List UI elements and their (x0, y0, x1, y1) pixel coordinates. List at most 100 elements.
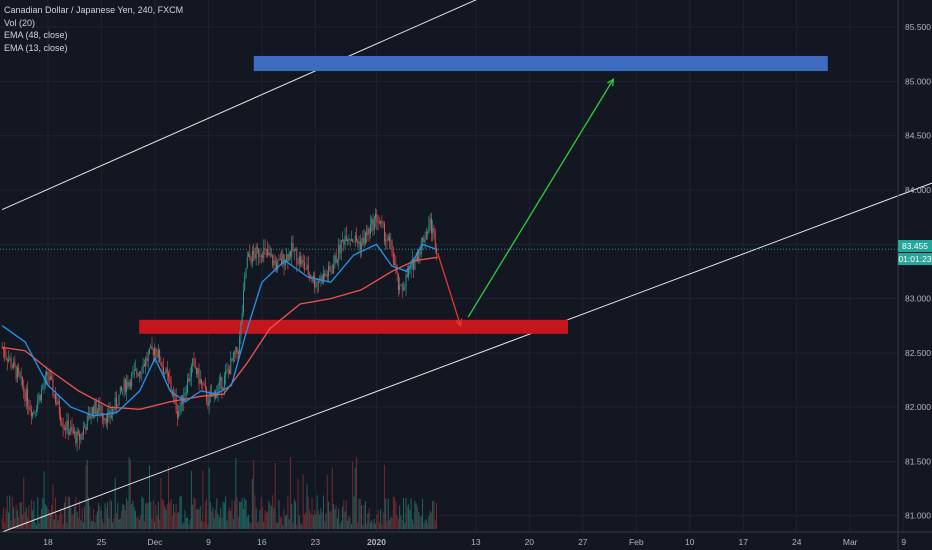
candle (401, 282, 403, 299)
volume-bar (71, 514, 73, 529)
candle (432, 220, 434, 242)
candle-body (245, 268, 247, 278)
candle (241, 305, 243, 325)
candle-body (18, 367, 20, 373)
candle-body (422, 238, 423, 241)
candle (291, 235, 293, 266)
volume-bar (358, 498, 360, 529)
volume-bar (319, 514, 321, 529)
volume-bar (169, 502, 171, 529)
candle-body (408, 269, 410, 278)
candle (118, 394, 120, 406)
candle-body (366, 232, 368, 236)
volume-bar (409, 509, 411, 529)
volume-bar (74, 506, 76, 529)
candle (176, 403, 178, 427)
volume-bar (140, 515, 142, 529)
candle-body (192, 358, 194, 366)
volume-bar (418, 511, 420, 529)
volume-bar (123, 505, 125, 529)
candle-body (62, 424, 64, 429)
candle-body (415, 254, 417, 261)
candle-body (311, 278, 313, 282)
candle (430, 212, 432, 242)
volume-bar (8, 512, 10, 529)
candle (11, 363, 13, 369)
candle-body (180, 395, 182, 407)
volume-bar (338, 508, 340, 529)
volume-bar (345, 500, 347, 529)
volume-bar (20, 502, 22, 529)
volume-bar (14, 518, 16, 529)
volume-bar (394, 497, 396, 529)
candle-body (145, 358, 147, 367)
volume-bar (51, 504, 53, 529)
candle-body (260, 255, 262, 257)
candle-body (225, 371, 227, 376)
candle-body (15, 366, 17, 379)
volume-bar (298, 515, 300, 529)
volume-bar (206, 498, 208, 529)
candle-body (143, 364, 145, 367)
candle (400, 284, 402, 286)
volume-bar (159, 519, 161, 529)
volume-bar (363, 505, 365, 529)
candle (75, 430, 77, 447)
candle (330, 265, 332, 275)
candle-body (361, 243, 363, 250)
up-arrow-shaft (467, 78, 614, 318)
volume-bar (91, 521, 93, 529)
candle-body (160, 362, 162, 366)
candle-body (131, 373, 133, 387)
candle-body (114, 397, 116, 410)
candle-body (6, 358, 8, 362)
volume-bar (34, 522, 36, 529)
time-axis[interactable]: 18 25 Dec 9 16 23 2020 13 20 27 Feb 10 17 24 Mar 9 (0, 531, 932, 547)
candle-body (246, 256, 248, 269)
volume-bar (425, 519, 427, 529)
volume-bar (33, 501, 35, 529)
candle-body (208, 395, 210, 406)
candle-body (229, 369, 230, 375)
legend-volume[interactable]: Vol (20) (4, 17, 36, 28)
candle-body (302, 259, 304, 263)
candle (370, 214, 371, 239)
volume-bar (84, 506, 86, 529)
volume-bar (410, 498, 412, 529)
candle-body (352, 239, 354, 242)
candle-body (357, 240, 359, 244)
volume-bar (170, 499, 172, 529)
candle (391, 239, 393, 257)
legend-ema-13[interactable]: EMA (13, close) (4, 42, 68, 53)
volume-bar (107, 502, 109, 529)
price-axis[interactable]: 85.50085.00084.50084.00083.50083.00082.5… (897, 0, 931, 550)
volume-bar (325, 513, 327, 529)
candle-body (25, 389, 27, 401)
candle (117, 404, 119, 407)
volume-bar (235, 458, 237, 529)
candle (15, 365, 17, 383)
candle (286, 247, 288, 263)
candle (246, 251, 248, 269)
candle-body (86, 415, 88, 431)
candle-body (221, 376, 223, 390)
candle (302, 253, 304, 269)
candle (408, 262, 410, 281)
volume-bar (377, 510, 379, 529)
candle (89, 407, 91, 420)
volume-bar (129, 460, 131, 529)
candle-body (28, 405, 30, 409)
volume-bar (56, 514, 58, 529)
volume-bar (408, 504, 410, 529)
volume-bar (415, 503, 417, 529)
candle (310, 274, 312, 280)
candle-body (282, 254, 284, 265)
symbol-title[interactable]: Canadian Dollar / Japanese Yen, 240, FXC… (4, 5, 184, 15)
candle (121, 385, 122, 393)
volume-bar (245, 500, 247, 529)
legend-ema-48[interactable]: EMA (48, close) (4, 30, 68, 40)
volume-bar (184, 510, 186, 529)
candle (114, 391, 116, 413)
volume-bar (221, 517, 223, 529)
